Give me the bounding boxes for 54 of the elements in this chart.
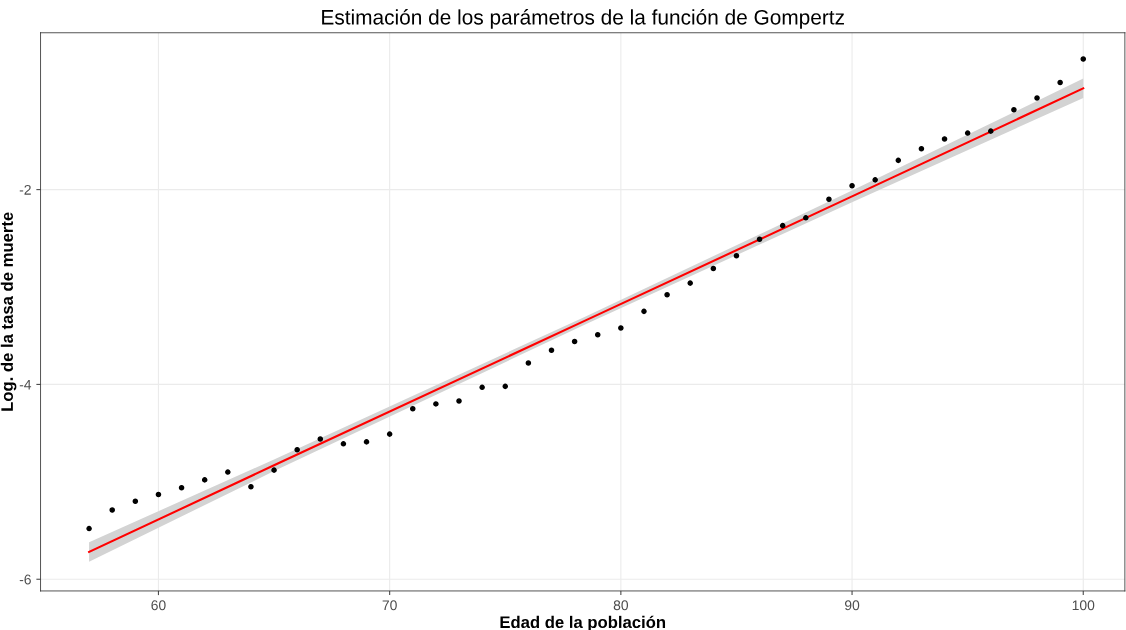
- point: [433, 401, 439, 407]
- point: [803, 215, 809, 221]
- point: [1057, 79, 1063, 86]
- point: [872, 177, 878, 183]
- point: [594, 331, 601, 338]
- point: [1011, 106, 1017, 113]
- x-tick-label: 60: [151, 600, 166, 611]
- point: [687, 280, 693, 286]
- point: [618, 325, 624, 331]
- point: [733, 253, 740, 259]
- point: [409, 405, 416, 412]
- point: [225, 469, 231, 475]
- point: [664, 292, 670, 298]
- point: [317, 436, 324, 442]
- y-tick-label: -6: [19, 574, 31, 585]
- point: [363, 439, 370, 445]
- point: [109, 507, 115, 513]
- point: [132, 498, 139, 505]
- point: [1080, 56, 1087, 62]
- point: [964, 130, 971, 136]
- point: [86, 525, 92, 532]
- point: [918, 145, 925, 152]
- point: [502, 383, 509, 390]
- point: [456, 398, 462, 404]
- y-tick-label: -2: [19, 184, 31, 195]
- point: [779, 222, 786, 229]
- point: [178, 484, 185, 491]
- point: [294, 446, 300, 453]
- point: [571, 338, 578, 345]
- point: [941, 136, 948, 142]
- point: [1034, 95, 1040, 101]
- y-axis-title: Log. de la tasa de muerte: [0, 212, 17, 411]
- point: [710, 265, 717, 272]
- y-tick-label: -4: [19, 379, 32, 390]
- point: [201, 477, 208, 483]
- point: [548, 347, 555, 354]
- point: [248, 483, 254, 490]
- point: [155, 491, 162, 498]
- point: [479, 384, 485, 391]
- chart-title: Estimación de los parámetros de la función de Gompertz: [322, 9, 844, 29]
- point: [386, 431, 393, 437]
- point: [525, 360, 532, 366]
- point: [987, 128, 994, 134]
- x-tick-label: 90: [844, 600, 860, 611]
- x-tick-label: 100: [1072, 600, 1095, 611]
- x-tick-label: 70: [382, 600, 397, 611]
- point: [826, 196, 832, 203]
- point: [849, 182, 855, 189]
- x-tick-label: 80: [613, 600, 629, 611]
- point: [756, 236, 763, 243]
- point: [641, 308, 647, 315]
- point: [895, 157, 902, 164]
- point: [271, 467, 277, 473]
- point: [340, 441, 347, 447]
